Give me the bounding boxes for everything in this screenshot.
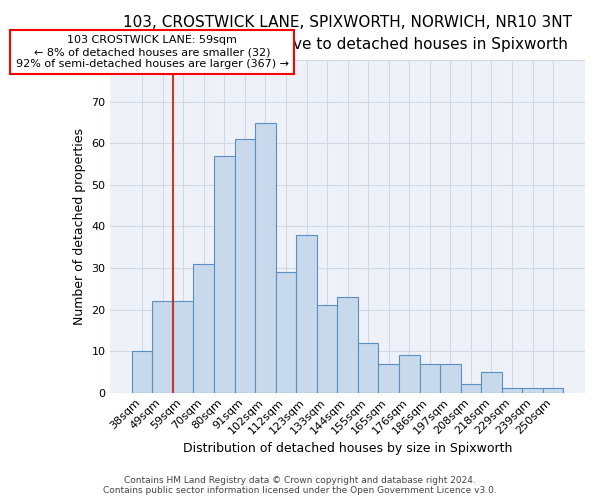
Bar — [275, 272, 296, 392]
Bar — [132, 351, 152, 393]
Bar — [214, 156, 235, 392]
Bar — [543, 388, 563, 392]
Bar — [152, 301, 173, 392]
Bar — [358, 343, 379, 392]
Title: 103, CROSTWICK LANE, SPIXWORTH, NORWICH, NR10 3NT
Size of property relative to d: 103, CROSTWICK LANE, SPIXWORTH, NORWICH,… — [123, 15, 572, 52]
Bar — [502, 388, 523, 392]
X-axis label: Distribution of detached houses by size in Spixworth: Distribution of detached houses by size … — [183, 442, 512, 455]
Bar — [255, 122, 275, 392]
Bar — [193, 264, 214, 392]
Y-axis label: Number of detached properties: Number of detached properties — [73, 128, 86, 325]
Bar — [379, 364, 399, 392]
Bar — [173, 301, 193, 392]
Bar — [419, 364, 440, 392]
Bar — [481, 372, 502, 392]
Bar — [235, 139, 255, 392]
Text: Contains HM Land Registry data © Crown copyright and database right 2024.
Contai: Contains HM Land Registry data © Crown c… — [103, 476, 497, 495]
Text: 103 CROSTWICK LANE: 59sqm
← 8% of detached houses are smaller (32)
92% of semi-d: 103 CROSTWICK LANE: 59sqm ← 8% of detach… — [16, 36, 289, 68]
Bar — [399, 355, 419, 393]
Bar — [337, 297, 358, 392]
Bar — [461, 384, 481, 392]
Bar — [296, 235, 317, 392]
Bar — [317, 306, 337, 392]
Bar — [523, 388, 543, 392]
Bar — [440, 364, 461, 392]
